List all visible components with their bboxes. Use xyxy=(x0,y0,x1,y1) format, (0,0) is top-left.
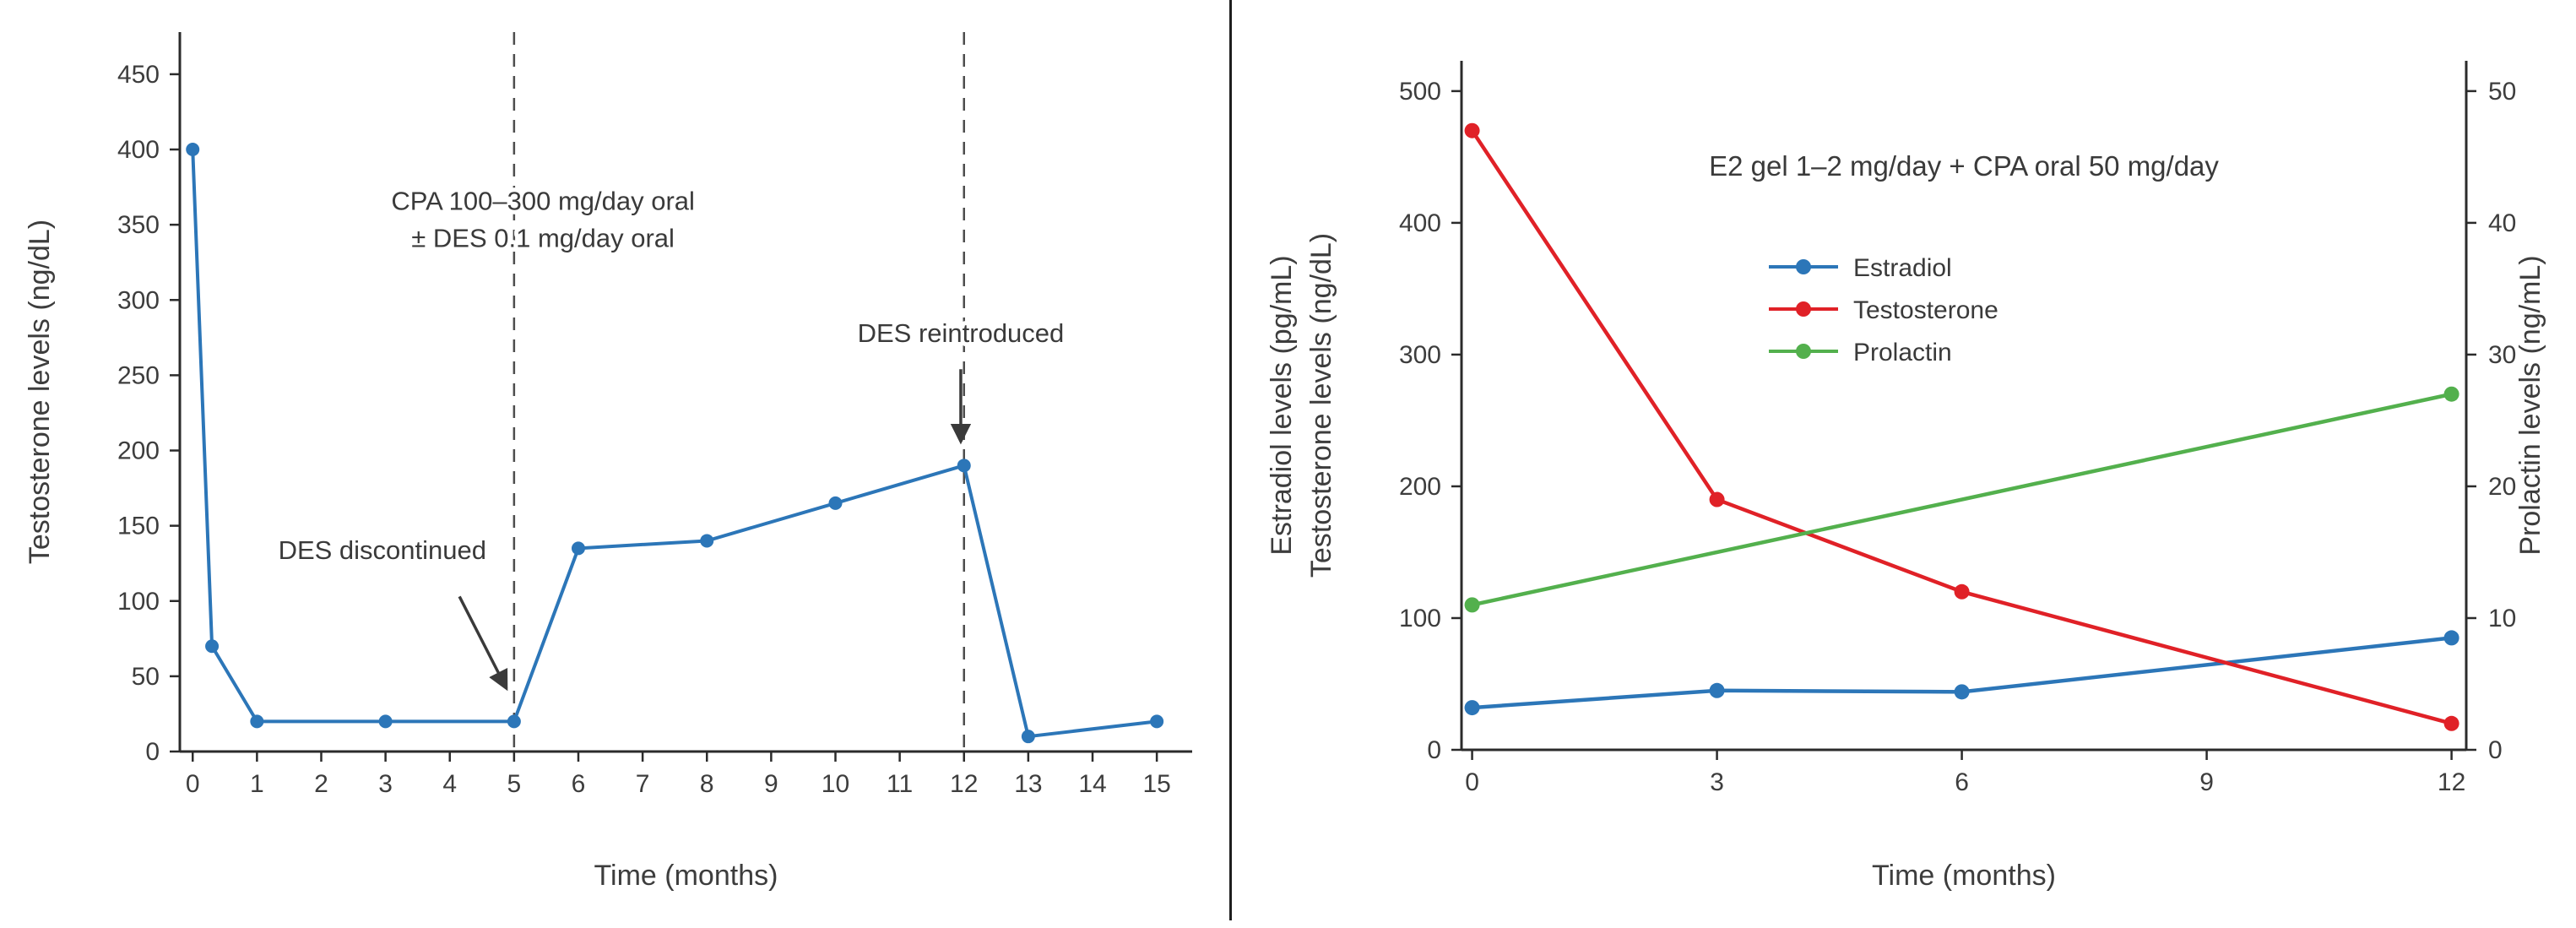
panel-divider xyxy=(1229,0,1232,920)
x-axis-label: Time (months) xyxy=(1872,860,2056,892)
y-axis-label: Testosterone levels (ng/dL) xyxy=(1305,233,1337,578)
legend-label: Prolactin xyxy=(1853,339,1952,366)
x-tick-label: 0 xyxy=(1465,768,1479,796)
x-tick-label: 12 xyxy=(2438,768,2465,796)
prolactin-point xyxy=(2443,386,2459,402)
x-tick-label: 3 xyxy=(1710,768,1724,796)
testosterone-point xyxy=(700,534,714,548)
testosterone-point xyxy=(1150,714,1164,729)
annotation-text: DES reintroduced xyxy=(858,318,1065,348)
testosterone-point xyxy=(957,459,971,473)
legend-marker-point xyxy=(1796,259,1811,274)
testosterone-point xyxy=(2443,715,2459,731)
legend-label: Testosterone xyxy=(1853,296,1998,324)
y-tick-label: 450 xyxy=(117,61,160,89)
x-axis-label: Time (months) xyxy=(594,860,778,892)
y-tick-label: 300 xyxy=(117,286,160,314)
testosterone-point xyxy=(1709,491,1725,507)
testosterone-point xyxy=(186,143,200,157)
testosterone-point xyxy=(1021,730,1035,744)
y2-tick-label: 50 xyxy=(2488,78,2516,106)
y2-tick-label: 10 xyxy=(2488,605,2516,632)
y-axis-label: Estradiol levels (pg/mL) xyxy=(1266,255,1298,555)
y2-tick-label: 0 xyxy=(2488,736,2503,764)
prolactin-point xyxy=(1464,597,1480,613)
testosterone-point xyxy=(205,639,220,654)
x-tick-label: 0 xyxy=(186,770,200,798)
y-tick-label: 350 xyxy=(117,211,160,239)
y2-tick-label: 40 xyxy=(2488,209,2516,237)
annotation-arrow xyxy=(458,595,508,692)
x-tick-label: 13 xyxy=(1014,770,1042,798)
x-tick-label: 9 xyxy=(2199,768,2214,796)
annotation-text: CPA 100–300 mg/day oral ± DES 0.1 mg/day … xyxy=(391,186,695,252)
y-tick-label: 200 xyxy=(117,437,160,465)
y-tick-label: 100 xyxy=(117,588,160,616)
y-tick-label: 100 xyxy=(1399,605,1441,632)
x-tick-label: 11 xyxy=(887,770,913,798)
x-tick-label: 8 xyxy=(700,770,714,798)
testosterone-point xyxy=(507,714,521,729)
estradiol-point xyxy=(2443,630,2459,646)
testosterone-point xyxy=(250,714,264,729)
x-tick-label: 3 xyxy=(378,770,393,798)
testosterone-line xyxy=(191,148,1159,739)
x-tick-label: 4 xyxy=(442,770,457,798)
testosterone-series xyxy=(1464,122,2459,731)
y-tick-label: 0 xyxy=(145,738,160,766)
x-tick-label: 5 xyxy=(507,770,522,798)
testosterone-point xyxy=(1464,122,1480,138)
y-tick-label: 300 xyxy=(1399,341,1441,369)
x-tick-label: 15 xyxy=(1142,770,1170,798)
y-tick-label: 150 xyxy=(117,513,160,540)
legend-label: Estradiol xyxy=(1853,254,1952,282)
legend-marker-point xyxy=(1796,344,1811,359)
prolactin-series xyxy=(1464,386,2459,613)
testosterone-monotherapy-chart-svg: 0 1 2 3 4 5 6 7 8 9 10 11 12 13 14 15050100150200250300… xyxy=(24,32,1192,892)
left-chart-panel: 0 1 2 3 4 5 6 7 8 9 10 11 12 13 14 15 0 50 100 150 200 250 300… xyxy=(0,0,1228,928)
estradiol-line xyxy=(1470,636,2454,710)
combination-therapy-chart-svg: 0 3 6 9 12 0 100 200 300 400 500 0 10 20 30 40 50 Time (m… xyxy=(1266,61,2546,892)
testosterone-series xyxy=(186,143,1164,744)
annotation-text: DES discontinued xyxy=(279,535,486,565)
y-tick-label: 200 xyxy=(1399,473,1441,501)
x-tick-label: 12 xyxy=(950,770,978,798)
testosterone-point xyxy=(828,496,843,510)
testosterone-point xyxy=(378,714,393,729)
y2-tick-label: 20 xyxy=(2488,473,2516,501)
x-tick-label: 6 xyxy=(1955,768,1969,796)
y2-axis-label: Prolactin levels (ng/mL) xyxy=(2514,255,2546,555)
estradiol-series xyxy=(1464,630,2459,716)
x-tick-label: 14 xyxy=(1078,770,1106,798)
y2-tick-label: 30 xyxy=(2488,341,2516,369)
x-tick-label: 1 xyxy=(250,770,264,798)
testosterone-point xyxy=(1954,583,1970,600)
y-tick-label: 50 xyxy=(132,663,160,691)
estradiol-point xyxy=(1709,682,1725,698)
chart-title: E2 gel 1–2 mg/day + CPA oral 50 mg/day xyxy=(1709,150,2219,182)
y-tick-label: 250 xyxy=(117,361,160,389)
legend-marker-point xyxy=(1796,301,1811,317)
prolactin-line xyxy=(1470,392,2454,607)
testosterone-line xyxy=(1470,128,2454,726)
y-axis-label: Testosterone levels (ng/dL) xyxy=(24,220,56,564)
x-tick-label: 6 xyxy=(572,770,586,798)
x-tick-label: 9 xyxy=(764,770,778,798)
estradiol-point xyxy=(1954,684,1970,700)
testosterone-point xyxy=(571,541,585,556)
legend: Estradiol Testosterone Prolactin xyxy=(1769,254,1998,366)
y-tick-label: 500 xyxy=(1399,78,1441,106)
x-tick-label: 7 xyxy=(636,770,650,798)
x-tick-label: 10 xyxy=(822,770,849,798)
y-tick-label: 400 xyxy=(1399,209,1441,237)
y-tick-label: 0 xyxy=(1427,736,1441,764)
y-tick-label: 400 xyxy=(117,136,160,164)
estradiol-point xyxy=(1464,700,1480,716)
right-chart-panel: 0 3 6 9 12 0 100 200 300 400 500 0 10 20 30 40 50 Time (m… xyxy=(1234,0,2576,928)
x-tick-label: 2 xyxy=(314,770,328,798)
